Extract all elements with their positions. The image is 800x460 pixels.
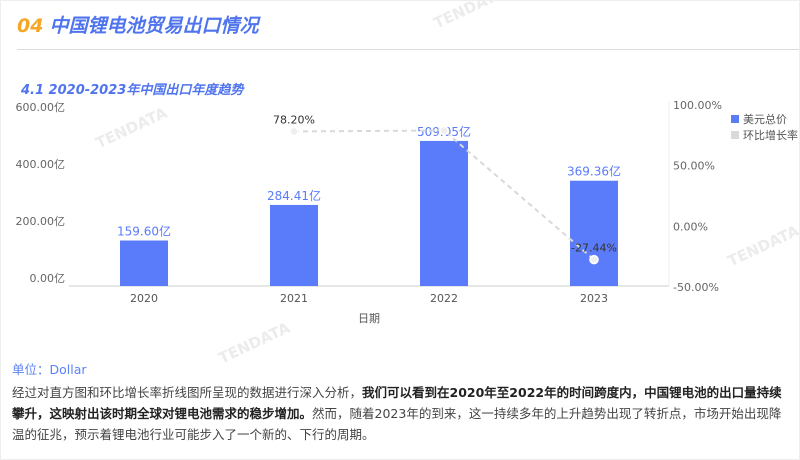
para-bold-text: 我们可以看到在2020年至2022年的时间跨度内，中国锂电池的出口量持续攀升，这… <box>12 385 782 421</box>
growth-data-label: -27.44% <box>571 242 617 255</box>
y-left-tick-label: 400.00亿 <box>16 158 66 171</box>
growth-point <box>289 126 299 137</box>
y-right-tick-label: 0.00% <box>673 220 708 233</box>
x-tick-label: 2023 <box>580 292 608 305</box>
growth-point <box>439 125 449 136</box>
growth-point <box>589 254 599 265</box>
bar <box>570 180 618 286</box>
x-axis-label: 日期 <box>358 312 380 325</box>
bar <box>120 240 168 286</box>
legend-swatch-line <box>731 131 739 139</box>
para-text: 然而，随着2023年的到来，这一持续多年的上升趋势出现了转折点，市场开始出现降温… <box>12 406 782 442</box>
bar-data-label: 159.60亿 <box>117 224 171 239</box>
y-left-tick-label: 600.00亿 <box>16 101 66 114</box>
x-tick-label: 2022 <box>430 292 458 305</box>
section-title: 4.1 2020-2023年中国出口年度趋势 <box>21 83 244 98</box>
y-left-tick-label: 200.00亿 <box>16 215 66 228</box>
title-text: 中国锂电池贸易出口情况 <box>49 15 259 37</box>
y-right-tick-label: -50.00% <box>673 281 719 294</box>
para-text: 经过对直方图和环比增长率折线图所呈现的数据进行深入分析， <box>12 385 363 400</box>
y-right-tick-label: 100.00% <box>673 99 722 112</box>
x-tick-label: 2020 <box>130 292 158 305</box>
growth-data-label: 78.20% <box>273 113 315 126</box>
y-right-tick-label: 50.00% <box>673 160 715 173</box>
chart: 0.00亿 200.00亿 400.00亿 600.00亿 -50.00% 0.00% 50… <box>16 99 799 325</box>
legend-label: 环比增长率 <box>743 128 798 142</box>
legend-label: 美元总价 <box>743 112 787 126</box>
bar-data-label: 284.41亿 <box>267 188 321 203</box>
unit-label: 单位：Dollar <box>12 362 87 377</box>
bar <box>270 204 318 286</box>
page-title: 04 中国锂电池贸易出口情况 <box>17 11 258 38</box>
bar <box>420 140 468 286</box>
section-number: 04 <box>17 15 44 37</box>
divider <box>17 49 799 50</box>
legend-swatch-bar <box>731 115 739 123</box>
x-tick-label: 2021 <box>280 292 308 305</box>
bar-data-label: 369.36亿 <box>567 164 621 179</box>
analysis-paragraph: 经过对直方图和环比增长率折线图所呈现的数据进行深入分析，我们可以看到在2020年… <box>12 382 792 445</box>
growth-line <box>293 129 595 261</box>
y-left-tick-label: 0.00亿 <box>30 272 66 285</box>
